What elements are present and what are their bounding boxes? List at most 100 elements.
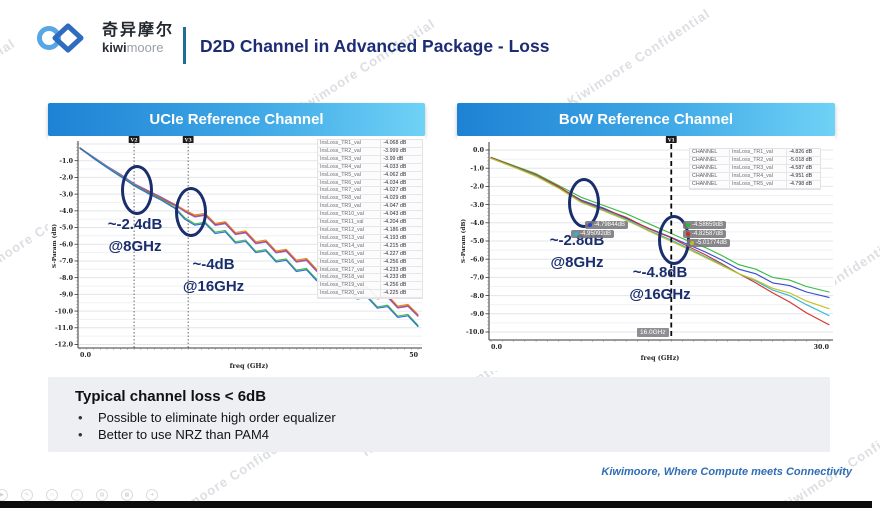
trace-color-dot [686, 223, 690, 227]
y-tick-label: -7.0 [470, 275, 484, 282]
copy-icon[interactable]: □ [46, 489, 58, 501]
trace-color-dot [690, 241, 694, 245]
bullet-dot: • [78, 410, 83, 425]
legend-cell-value: -4.227 dB [380, 250, 422, 258]
marker-badge-label: V3 [184, 137, 193, 143]
annotation-value: ~-2.4dB [107, 216, 163, 233]
callout-value: -5.01774dB [696, 240, 728, 246]
legend-cell-name: InsLoss_TR3_val [729, 164, 786, 172]
callout-value: -4.58659dB [692, 222, 724, 228]
legend-row: InsLoss_TR15_val -4.227 dB [318, 250, 422, 259]
legend-row: CHANNEL InsLoss_TR3_val -4.587 dB [690, 164, 820, 173]
image-icon[interactable]: ▦ [121, 489, 133, 501]
legend-cell-value: -3.99 dB [380, 155, 422, 163]
y-tick-label: -6.0 [59, 241, 73, 248]
legend-row: InsLoss_TR1_val -4.068 dB [318, 140, 422, 148]
legend-row: CHANNEL InsLoss_TR1_val -4.826 dB [690, 149, 820, 157]
bow-panel: BoW Reference Channel 0.0 -1.0 -2.0 -3.0 -4.… [457, 103, 835, 371]
annotation-freq: @8GHz [550, 253, 604, 271]
ucie-panel: UCIe Reference Channel -1.0 -2.0 -3.0 -4.0-… [48, 103, 425, 376]
bottom-bar [0, 501, 872, 508]
legend-cell-name: InsLoss_TR14_val [320, 242, 364, 249]
legend-cell-name: InsLoss_TR8_val [320, 195, 361, 202]
x-tick-label: 0.0 [80, 352, 92, 359]
legend-cell-value: -4.186 dB [380, 226, 422, 234]
value-callout: -4.82587dB [683, 230, 727, 238]
x-axis-title: freq (GHz) [641, 354, 680, 362]
legend-cell-value: -4.225 dB [380, 290, 422, 298]
summary-bullet: • Better to use NRZ than PAM4 [78, 427, 269, 442]
legend-cell-name: InsLoss_TR3_val [320, 155, 361, 162]
legend-row: InsLoss_TR3_val -3.99 dB [318, 155, 422, 164]
y-tick-label: -9.0 [59, 292, 73, 299]
legend-cell-value: -4.256 dB [380, 282, 422, 290]
legend-cell-channel: CHANNEL [692, 172, 718, 179]
legend-row: InsLoss_TR16_val -4.256 dB [318, 258, 422, 267]
x-tick-label: 50 [409, 352, 418, 359]
y-tick-label: -2.0 [59, 175, 73, 182]
legend-cell-value: -4.798 dB [786, 180, 820, 188]
legend-cell-name: InsLoss_TR20_val [320, 290, 364, 297]
y-axis-title: S-Param (dB) [460, 219, 467, 263]
search-icon[interactable]: ○ [71, 489, 83, 501]
legend-cell-channel: CHANNEL [692, 180, 718, 187]
callout-value: -4.95092dB [580, 231, 612, 237]
legend-row: InsLoss_TR4_val -4.033 dB [318, 163, 422, 172]
legend-cell-value: -3.999 dB [380, 147, 422, 155]
legend-row: InsLoss_TR2_val -3.999 dB [318, 147, 422, 156]
annotation-value: ~-4dB [192, 256, 235, 273]
watermark-text: Kiwimoore Confidential [564, 5, 713, 110]
legend-cell-value: -4.256 dB [380, 258, 422, 266]
edit-icon[interactable]: ✎ [21, 489, 33, 501]
legend-cell-name: InsLoss_TR18_val [320, 274, 364, 281]
header-divider [183, 27, 186, 64]
logo-en-text: kiwimoore [102, 41, 174, 54]
y-tick-label: -12.0 [55, 342, 74, 349]
legend-cell-name: InsLoss_TR6_val [320, 179, 361, 186]
legend-row: CHANNEL InsLoss_TR4_val -4.951 dB [690, 172, 820, 181]
loss-annotation-16ghz: ~-4dB @16GHz [166, 254, 261, 298]
y-tick-label: 0.0 [473, 147, 485, 154]
legend-cell-name: InsLoss_TR10_val [320, 211, 364, 218]
forward-icon[interactable]: ➔ [146, 489, 158, 501]
y-tick-label: -2.0 [470, 184, 484, 191]
bullet-dot: • [78, 427, 83, 442]
legend-cell-value: -4.047 dB [380, 203, 422, 211]
annotation-freq: @16GHz [182, 277, 245, 295]
annotation-freq: @16GHz [629, 285, 691, 303]
bullet-text: Possible to eliminate high order equaliz… [98, 410, 336, 425]
legend-cell-value: -4.233 dB [380, 266, 422, 274]
legend-cell-name: InsLoss_TR11_val [320, 219, 364, 226]
bow-banner-title: BoW Reference Channel [457, 103, 835, 136]
legend-cell-channel: CHANNEL [692, 164, 718, 171]
legend-cell-value: -5.018 dB [786, 156, 820, 164]
marker-badge [182, 136, 194, 143]
legend-cell-name: InsLoss_TR13_val [320, 234, 364, 241]
marker-badge [665, 136, 677, 143]
y-tick-label: -11.0 [55, 325, 74, 332]
save-icon[interactable]: ▤ [96, 489, 108, 501]
bullet-text: Better to use NRZ than PAM4 [98, 427, 269, 442]
legend-row: InsLoss_TR5_val -4.062 dB [318, 171, 422, 180]
callout-value: -4.79844dB [594, 222, 626, 228]
x-tick-label: 30.0 [814, 344, 830, 351]
legend-cell-name: InsLoss_TR5_val [729, 180, 786, 188]
legend-cell-value: -4.215 dB [380, 242, 422, 250]
y-axis-title: S-Param (dB) [51, 224, 58, 268]
legend-row: CHANNEL InsLoss_TR2_val -5.018 dB [690, 156, 820, 165]
legend-cell-name: InsLoss_TR2_val [729, 156, 786, 164]
loss-annotation-16ghz: ~-4.8dB @16GHz [605, 262, 715, 306]
trace-color-dot [686, 232, 690, 236]
legend-cell-value: -4.951 dB [786, 172, 820, 180]
highlight-ellipse-8ghz [121, 165, 153, 215]
legend-row: InsLoss_TR20_val -4.225 dB [318, 290, 422, 299]
ucie-legend-table: InsLoss_TR1_val -4.068 dB InsLoss_TR2_val -… [317, 139, 423, 300]
summary-box: Typical channel loss < 6dB • Possible to… [48, 377, 830, 452]
legend-cell-name: InsLoss_TR5_val [320, 171, 361, 178]
legend-cell-name: InsLoss_TR7_val [320, 187, 361, 194]
legend-cell-name: InsLoss_TR4_val [320, 163, 361, 170]
highlight-ellipse-8ghz [568, 178, 600, 228]
play-icon[interactable]: ▶ [0, 489, 8, 501]
legend-cell-name: InsLoss_TR19_val [320, 282, 364, 289]
legend-cell-value: -4.033 dB [380, 163, 422, 171]
